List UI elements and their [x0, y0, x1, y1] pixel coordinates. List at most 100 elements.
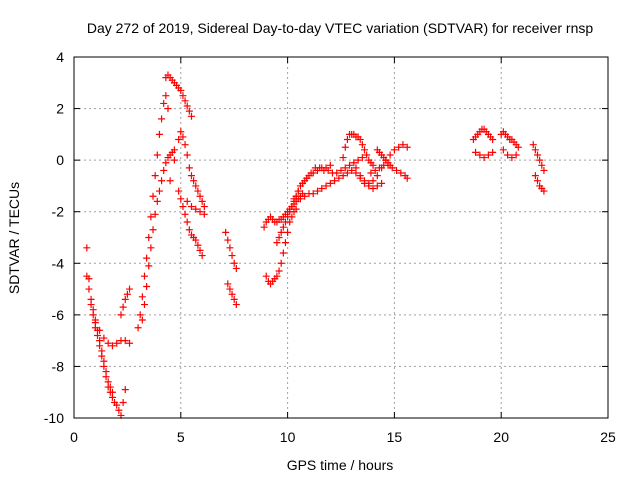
data-point	[200, 210, 208, 218]
data-point	[83, 244, 91, 252]
data-point	[531, 146, 539, 154]
data-point	[162, 92, 170, 100]
data-point	[504, 151, 512, 159]
data-point	[356, 136, 364, 144]
x-tick-label: 15	[387, 429, 403, 445]
series-15	[290, 154, 366, 203]
data-point	[121, 386, 129, 394]
data-point	[480, 154, 488, 162]
data-point	[183, 197, 191, 205]
series-24	[499, 146, 520, 162]
data-point	[187, 203, 195, 211]
data-point	[200, 203, 208, 211]
data-point	[119, 303, 127, 311]
data-point	[273, 239, 281, 247]
data-point	[514, 143, 522, 151]
data-point	[339, 172, 347, 180]
x-tick-label: 0	[70, 429, 78, 445]
data-point	[403, 143, 411, 151]
data-point	[540, 187, 548, 195]
data-point	[339, 154, 347, 162]
data-point	[232, 264, 240, 272]
grid	[74, 57, 608, 418]
data-point	[375, 164, 383, 172]
data-point	[397, 169, 405, 177]
data-point	[534, 151, 542, 159]
data-point	[155, 187, 163, 195]
data-point	[192, 236, 200, 244]
data-point	[185, 164, 193, 172]
series-23	[497, 128, 522, 151]
data-point	[318, 185, 326, 193]
data-point	[179, 92, 187, 100]
data-point	[153, 151, 161, 159]
series-25	[529, 141, 548, 174]
data-point	[369, 177, 377, 185]
data-point	[183, 151, 191, 159]
y-tick-label: 2	[56, 101, 64, 117]
data-point	[373, 172, 381, 180]
data-point	[292, 205, 300, 213]
data-point	[89, 306, 97, 314]
data-point	[476, 151, 484, 159]
data-point	[136, 311, 144, 319]
data-point	[273, 272, 281, 280]
data-point	[121, 295, 129, 303]
data-point	[187, 112, 195, 120]
data-point	[360, 146, 368, 154]
data-point	[341, 143, 349, 151]
data-point	[279, 249, 287, 257]
y-tick-label: -4	[52, 255, 65, 271]
data-point	[85, 285, 93, 293]
data-point	[356, 172, 364, 180]
data-point	[343, 169, 351, 177]
data-point	[331, 177, 339, 185]
data-point	[352, 164, 360, 172]
data-point	[395, 143, 403, 151]
data-point	[166, 177, 174, 185]
data-point	[175, 187, 183, 195]
data-point	[279, 223, 287, 231]
data-point	[224, 280, 232, 288]
data-point	[350, 159, 358, 167]
data-point	[98, 347, 106, 355]
data-point	[472, 148, 480, 156]
series-6	[162, 71, 195, 120]
data-point	[226, 244, 234, 252]
data-point	[181, 210, 189, 218]
data-point	[230, 295, 238, 303]
series-10	[222, 228, 240, 272]
data-point	[160, 166, 168, 174]
data-point	[187, 172, 195, 180]
data-point	[177, 128, 185, 136]
data-point	[106, 383, 114, 391]
data-point	[499, 146, 507, 154]
x-axis-label: GPS time / hours	[287, 457, 394, 473]
data-point	[96, 337, 104, 345]
data-point	[224, 236, 232, 244]
data-point	[489, 148, 497, 156]
data-point	[286, 208, 294, 216]
data-point	[371, 166, 379, 174]
data-point	[83, 272, 91, 280]
data-point	[390, 146, 398, 154]
data-point	[343, 136, 351, 144]
data-point	[292, 192, 300, 200]
data-point	[484, 151, 492, 159]
series-1	[83, 272, 116, 396]
data-point	[126, 285, 134, 293]
data-point	[117, 311, 125, 319]
data-point	[138, 316, 146, 324]
data-point	[100, 334, 108, 342]
data-point	[87, 295, 95, 303]
data-point	[96, 326, 104, 334]
data-point	[104, 339, 112, 347]
data-point	[100, 357, 108, 365]
data-point	[192, 182, 200, 190]
series-20	[373, 146, 394, 169]
data-point	[232, 301, 240, 309]
data-point	[119, 399, 127, 407]
data-point	[386, 161, 394, 169]
data-point	[192, 205, 200, 213]
